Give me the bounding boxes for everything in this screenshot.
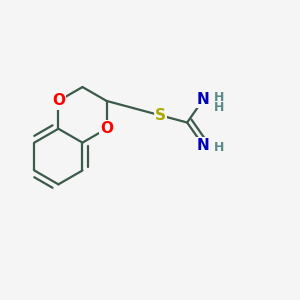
Text: O: O [100,121,113,136]
Text: S: S [155,108,166,123]
Text: H: H [214,91,224,104]
Text: O: O [52,93,65,108]
Text: N: N [197,92,209,107]
Text: H: H [214,101,224,114]
Text: N: N [197,138,209,153]
Text: H: H [214,141,224,154]
